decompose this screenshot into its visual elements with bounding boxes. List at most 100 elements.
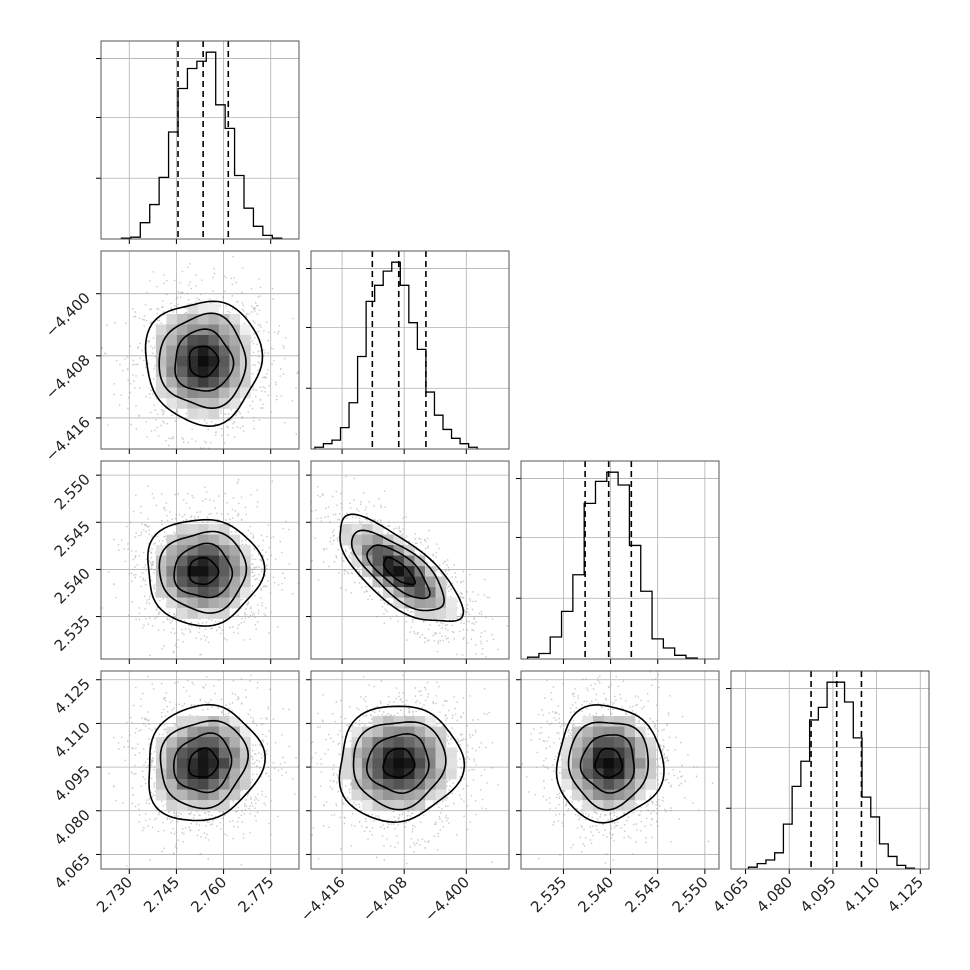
density-cell [229, 356, 241, 367]
density-cell [166, 534, 178, 546]
density-cell [176, 800, 188, 811]
contour-line [352, 721, 447, 811]
contour-line [148, 703, 267, 822]
density-cell [197, 356, 209, 367]
density-cell [155, 555, 167, 567]
density-cell [372, 800, 384, 811]
density-cell [351, 789, 363, 801]
density-cell [218, 356, 230, 367]
density-cell [592, 768, 604, 780]
density-cell [393, 566, 405, 577]
panel-frame [520, 670, 720, 870]
contour-line [146, 518, 266, 627]
density-cell [197, 789, 209, 801]
x-tick-label: 4.125 [884, 873, 927, 916]
density-cell [166, 398, 178, 409]
density-cell [445, 608, 457, 619]
density-cell [382, 545, 394, 556]
density-cell [603, 747, 615, 759]
density-cell [176, 356, 188, 367]
density-cell [166, 345, 178, 357]
density-cell [197, 314, 209, 325]
density-cell [571, 758, 583, 769]
density-cell [218, 789, 230, 801]
density-cell [435, 758, 447, 769]
y-tick-label: 4.125 [51, 675, 94, 718]
density-cell [414, 800, 426, 811]
density-cell [403, 758, 415, 769]
density-cell [403, 597, 415, 609]
density-cell [382, 737, 394, 748]
density-cell [582, 737, 594, 748]
panel-2-1 [306, 460, 510, 664]
density-cell [393, 587, 405, 598]
density-cell [382, 800, 394, 811]
density-cell [229, 345, 241, 357]
y-tick-label: 2.545 [51, 517, 94, 560]
density-cell [393, 737, 405, 748]
density-area [101, 478, 299, 657]
density-cell [372, 789, 384, 801]
contour-line [338, 705, 466, 824]
density-cell [403, 587, 415, 598]
density-cell [218, 800, 230, 811]
contour-line [382, 747, 416, 779]
density-cell [592, 800, 604, 811]
density-cell [176, 737, 188, 748]
density-cell [393, 576, 405, 588]
panel-frame [310, 670, 510, 870]
x-tick-label: 2.540 [574, 873, 617, 916]
density-cell [176, 545, 188, 556]
density-cell [187, 356, 199, 367]
density-cell [155, 566, 167, 577]
density-cell [197, 345, 209, 357]
density-cell [613, 716, 625, 727]
density-cell [239, 566, 251, 577]
density-cell [176, 587, 188, 598]
density-cell [351, 545, 363, 556]
density-cell [393, 597, 405, 609]
density-cell [445, 597, 457, 609]
density-cell [166, 366, 178, 378]
contour-line [567, 721, 650, 811]
density-cell [197, 534, 209, 546]
density-cell [603, 737, 615, 748]
density-cell [634, 789, 646, 801]
scatter-points [108, 674, 299, 867]
density-cell [561, 737, 573, 748]
contour-line [366, 544, 431, 600]
density-cell [229, 737, 241, 748]
density-cell [445, 747, 457, 759]
density-cell [435, 597, 447, 609]
density-cell [393, 545, 405, 556]
density-cell [403, 576, 415, 588]
density-cell [229, 747, 241, 759]
density-cell [340, 747, 352, 759]
density-cell [613, 758, 625, 769]
density-cell [208, 324, 220, 336]
density-cell [176, 566, 188, 577]
contour-line [188, 747, 220, 778]
density-cell [218, 587, 230, 598]
density-cell [372, 747, 384, 759]
density-cell [239, 576, 251, 588]
density-cell [393, 555, 405, 567]
density-cell [176, 726, 188, 738]
density-cell [435, 608, 447, 619]
contour-line [350, 529, 445, 612]
density-cell [239, 747, 251, 759]
density-cell [155, 366, 167, 378]
panel-2-2 [516, 460, 720, 664]
density-cell [229, 335, 241, 346]
density-cell [372, 726, 384, 738]
density-cell [208, 587, 220, 598]
y-tick-label: −4.400 [42, 289, 94, 341]
density-cell [351, 779, 363, 790]
density-cell [445, 768, 457, 780]
density-cell [361, 566, 373, 577]
density-cell [414, 608, 426, 619]
density-cell [435, 789, 447, 801]
scatter-points [311, 671, 499, 865]
density-cell [624, 789, 636, 801]
density-cell [403, 737, 415, 748]
